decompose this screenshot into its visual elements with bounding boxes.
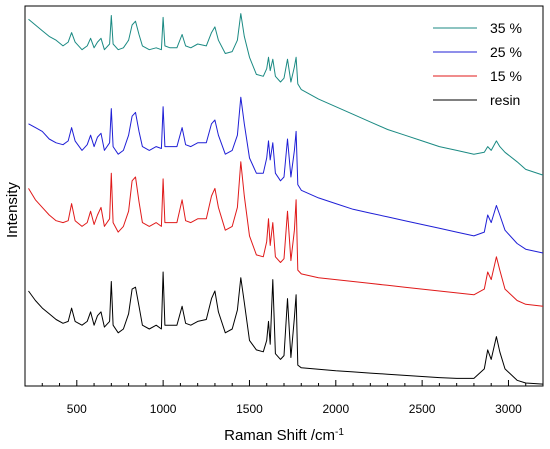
x-tick-label: 3000 [495,402,522,416]
x-axis-ticks: 500 1000 1500 2000 2500 3000 [41,380,544,416]
series-layer [28,13,544,385]
x-axis-title-superscript: -1 [335,427,344,438]
legend-label: 15 % [490,68,522,84]
legend-label: 25 % [490,44,522,60]
x-tick-label: 2000 [322,402,349,416]
series-line-25 [28,96,544,254]
legend-label: resin [490,92,520,108]
series-line-35 [28,13,544,176]
legend-label: 35 % [490,20,522,36]
x-axis-title: Raman Shift /cm-1 [224,427,344,445]
x-tick-label: 1500 [236,402,263,416]
x-tick-label: 2500 [409,402,436,416]
legend: 35 % 25 % 15 % resin [433,20,522,108]
plot-frame [24,5,544,387]
x-axis-title-main: Raman Shift /cm [224,427,335,444]
x-tick-label: 500 [67,402,87,416]
y-axis-title: Intensity [4,182,21,238]
series-line-resin [28,271,544,385]
series-line-15 [28,161,544,307]
x-tick-label: 1000 [150,402,177,416]
